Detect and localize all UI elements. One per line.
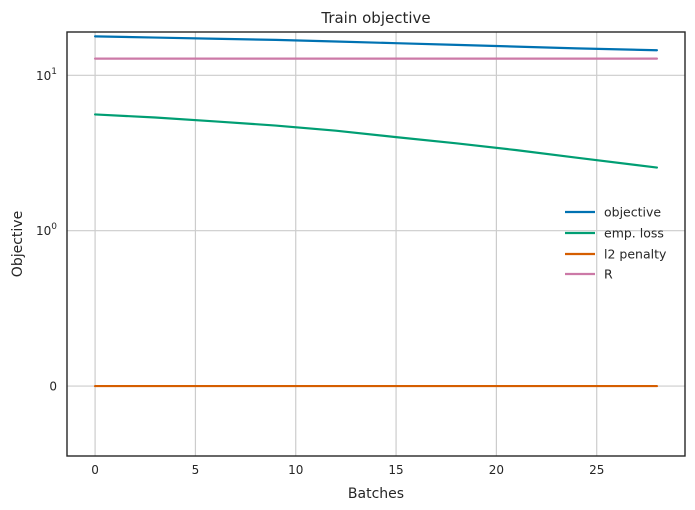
x-tick-label: 25 (589, 463, 604, 477)
x-tick-label: 10 (288, 463, 303, 477)
chart-title: Train objective (320, 9, 430, 27)
x-tick-labels: 0 5 10 15 20 25 (91, 463, 604, 477)
legend-label-emp-loss: emp. loss (604, 226, 664, 241)
legend-label-objective: objective (604, 205, 661, 220)
series-line-objective (93, 35, 659, 52)
x-tick-label: 15 (388, 463, 403, 477)
y-tick-labels: 0 100 101 (36, 67, 57, 394)
legend-label-l2-penalty: l2 penalty (604, 247, 667, 262)
x-tick-label: 20 (489, 463, 504, 477)
legend-item-r: R (565, 267, 613, 282)
y-axis-label: Objective (10, 211, 26, 277)
legend-item-emp-loss: emp. loss (565, 226, 664, 241)
y-tick-label: 100 (36, 222, 57, 238)
series-line-emp-loss (93, 113, 659, 169)
grid-lines (67, 32, 685, 456)
series-lines (93, 35, 659, 388)
legend-item-objective: objective (565, 205, 661, 220)
y-tick-label: 0 (49, 380, 57, 394)
plot-frame (66, 31, 686, 457)
legend: objective emp. loss l2 penalty R (565, 205, 667, 282)
x-tick-label: 0 (91, 463, 99, 477)
y-tick-label: 101 (36, 67, 57, 83)
legend-label-r: R (604, 267, 613, 282)
x-tick-label: 5 (192, 463, 200, 477)
legend-item-l2-penalty: l2 penalty (565, 247, 667, 262)
x-axis-label: Batches (348, 486, 404, 502)
